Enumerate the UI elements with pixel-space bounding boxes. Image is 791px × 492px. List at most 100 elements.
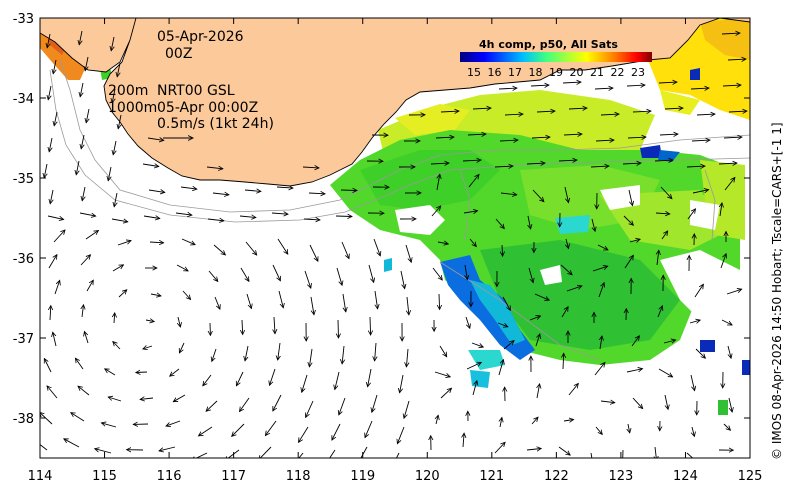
current-arrow (437, 242, 448, 244)
colorbar-tick-label: 21 (590, 66, 604, 79)
current-arrow (440, 111, 459, 112)
current-arrow (590, 452, 593, 458)
scale-label: 0.5m/s (1kt 24h) (157, 116, 274, 132)
current-arrow (558, 446, 570, 455)
current-arrow (85, 231, 98, 240)
current-arrow (655, 213, 670, 214)
current-arrow (40, 443, 48, 451)
current-arrow (434, 371, 450, 377)
current-arrow (462, 160, 481, 161)
current-arrow (335, 216, 352, 217)
current-arrow (568, 384, 578, 396)
current-arrow (113, 140, 116, 155)
current-arrow (592, 218, 595, 231)
current-arrow (299, 426, 309, 442)
current-arrow (117, 62, 120, 77)
current-arrow (431, 206, 441, 217)
current-arrow (277, 238, 288, 254)
current-arrow (176, 264, 188, 271)
product-label: NRT00 GSL (157, 83, 235, 99)
current-arrow (686, 166, 705, 167)
current-arrow (225, 449, 240, 458)
current-arrow (175, 213, 192, 215)
current-arrow (304, 270, 311, 288)
current-arrow (114, 313, 115, 324)
current-arrow (598, 283, 604, 298)
current-arrow (535, 334, 540, 347)
time-label: 00Z (165, 46, 192, 62)
current-arrow (563, 420, 574, 422)
current-arrow (395, 452, 400, 458)
current-arrow (502, 296, 510, 310)
current-arrow (626, 85, 645, 86)
current-arrow (594, 88, 613, 89)
current-arrow (44, 163, 47, 178)
current-arrow (405, 244, 411, 262)
current-arrow (112, 265, 124, 272)
current-arrow (208, 270, 218, 281)
current-arrow (75, 358, 84, 370)
current-arrow (497, 322, 508, 327)
y-tick-label: -37 (13, 332, 34, 347)
current-arrow (664, 394, 668, 409)
current-arrow (566, 286, 582, 292)
current-arrow (112, 88, 115, 103)
current-arrow (47, 215, 64, 219)
current-arrow (622, 163, 641, 164)
current-arrow (500, 193, 517, 195)
current-arrow (600, 401, 615, 403)
current-arrow (494, 442, 505, 454)
current-arrow (463, 211, 478, 213)
current-arrow (143, 216, 160, 219)
current-arrow (278, 342, 280, 360)
current-arrow (117, 241, 131, 246)
current-arrow (467, 134, 486, 135)
current-arrow (270, 368, 276, 385)
current-arrow (691, 140, 710, 141)
current-arrow (111, 219, 128, 222)
current-vectors (40, 31, 747, 458)
x-tick-label: 122 (544, 469, 569, 484)
current-arrow (80, 255, 91, 266)
current-arrow (108, 166, 111, 181)
current-arrow (529, 316, 541, 321)
current-arrow (600, 114, 619, 115)
current-arrow (178, 316, 180, 327)
current-arrow (435, 137, 454, 138)
current-arrow (726, 289, 742, 295)
current-arrow (309, 348, 312, 367)
current-arrow (276, 187, 293, 188)
current-arrow (76, 160, 79, 175)
current-arrow (722, 85, 741, 86)
current-arrow (437, 174, 440, 191)
y-tick-label: -34 (13, 92, 34, 107)
x-tick-label: 121 (479, 469, 504, 484)
current-arrow (397, 426, 405, 444)
current-arrow (499, 140, 518, 141)
current-arrow (406, 348, 408, 367)
colorbar-tick-label: 19 (549, 66, 563, 79)
current-arrow (465, 316, 470, 328)
current-arrow (562, 82, 581, 83)
current-arrow (468, 175, 479, 188)
current-arrow (687, 209, 696, 220)
current-arrow (48, 255, 57, 269)
current-arrow (71, 413, 85, 422)
current-arrow (568, 108, 587, 109)
depth-contours (49, 59, 750, 361)
current-arrow (655, 446, 657, 458)
current-arrow (142, 164, 159, 167)
current-arrow (84, 332, 89, 344)
current-arrow (469, 238, 476, 247)
current-arrow (272, 264, 280, 281)
current-arrow (50, 306, 51, 321)
current-arrow (727, 59, 746, 60)
current-arrow (336, 267, 342, 285)
current-arrow (690, 88, 709, 89)
current-arrow (597, 244, 608, 250)
current-arrow (696, 114, 715, 115)
current-arrow (400, 270, 405, 289)
colorbar-gradient (460, 52, 652, 62)
credit-text: © IMOS 08-Apr-2026 14:50 Hobart; Tscale=… (770, 122, 784, 460)
current-arrow (206, 400, 218, 411)
